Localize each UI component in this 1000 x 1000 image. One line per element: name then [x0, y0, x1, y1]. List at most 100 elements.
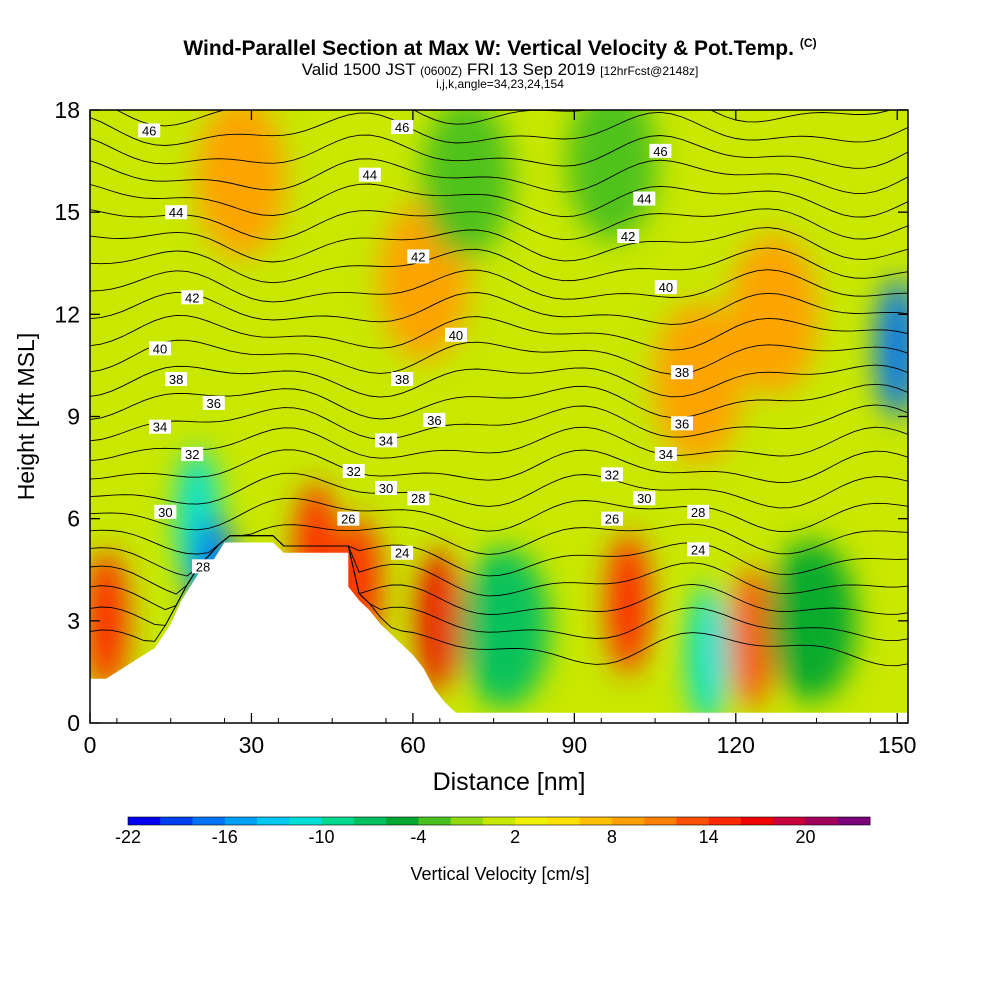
- y-tick-label: 0: [67, 710, 80, 736]
- contour-label-box: [192, 559, 215, 574]
- colorbar-label: -4: [410, 827, 426, 847]
- index-info: i,j,k,angle=34,23,24,154: [436, 77, 564, 91]
- contour-label: 42: [181, 290, 204, 305]
- contour-label-box: [358, 167, 381, 182]
- contour-label-text: 38: [169, 372, 183, 387]
- contour-label-text: 26: [341, 512, 355, 527]
- contour-label: 44: [165, 205, 188, 220]
- x-tick-label: 60: [400, 732, 426, 758]
- contour-label: 28: [407, 491, 430, 506]
- y-tick-label: 12: [54, 301, 80, 327]
- contour-label-text: 28: [411, 491, 425, 506]
- contour-label: 28: [192, 559, 215, 574]
- colorbar-swatch: [321, 817, 355, 825]
- colorbar-label: -10: [309, 827, 335, 847]
- velocity-cell: [459, 547, 550, 708]
- y-tick-label: 9: [67, 404, 80, 430]
- colorbar-swatch: [676, 817, 710, 825]
- contour-label-box: [181, 290, 204, 305]
- contour-label-box: [444, 327, 467, 342]
- contour-label-text: 32: [346, 464, 360, 479]
- theta-contour: [90, 364, 908, 398]
- valid-time: Valid 1500 JST: [301, 60, 416, 79]
- colorbar-swatch: [515, 817, 548, 825]
- velocity-cell: [417, 550, 462, 691]
- contour-label-box: [342, 463, 365, 478]
- colorbar-swatch: [805, 817, 839, 825]
- theta-contours: [90, 110, 908, 667]
- contour-label-text: 42: [621, 229, 635, 244]
- contour-label-box: [407, 249, 430, 264]
- contour-label: 40: [654, 280, 677, 295]
- contour-label-box: [654, 280, 677, 295]
- contour-label: 36: [202, 395, 225, 411]
- colorbar-label: 2: [510, 827, 520, 847]
- contour-label-box: [633, 491, 656, 506]
- y-tick-label: 6: [67, 506, 80, 532]
- colorbar-swatch: [611, 817, 645, 825]
- theta-contour: [90, 208, 908, 241]
- x-tick-label: 150: [878, 732, 916, 758]
- contour-label-box: [423, 412, 446, 427]
- contour-label: 38: [165, 372, 188, 387]
- contour-label: 34: [374, 433, 397, 448]
- colorbar-label: 20: [795, 827, 815, 847]
- contour-label: 30: [374, 481, 397, 496]
- theta-contour: [90, 339, 908, 375]
- velocity-cell: [875, 278, 908, 419]
- contour-label-box: [154, 504, 177, 519]
- contour-label-text: 34: [153, 420, 167, 435]
- colorbar-swatch: [257, 817, 290, 825]
- colorbar-label: -16: [212, 827, 238, 847]
- contour-label-text: 44: [169, 205, 183, 220]
- theta-contour: [90, 472, 908, 509]
- colorbar-swatch: [644, 817, 677, 825]
- theta-contour: [90, 227, 908, 263]
- contour-label-box: [374, 433, 397, 448]
- valid-date: FRI 13 Sep 2019: [466, 60, 596, 79]
- theta-contour: [90, 426, 908, 462]
- contour-label-text: 36: [207, 396, 221, 411]
- contour-label: 26: [337, 511, 360, 527]
- colorbar: -22 -16 -10 -4 2 8 14 20: [115, 816, 871, 847]
- contour-label-text: 30: [158, 505, 172, 520]
- contour-label-text: 46: [142, 123, 156, 138]
- contour-label-box: [670, 416, 693, 431]
- contour-label: 34: [654, 446, 677, 462]
- contour-label-box: [148, 419, 171, 434]
- contour-label-text: 28: [196, 559, 210, 574]
- contour-label-box: [687, 542, 710, 557]
- contour-label-box: [165, 372, 188, 387]
- contour-label: 24: [391, 545, 414, 561]
- contour-label-box: [670, 365, 693, 380]
- contour-label-text: 40: [449, 328, 463, 343]
- velocity-cell: [606, 533, 651, 674]
- theta-contour: [90, 497, 908, 533]
- colorbar-swatch: [773, 817, 806, 825]
- colorbar-swatch: [224, 817, 258, 825]
- contour-labels: 46 46 46 44 44 44 42 42 42 40 40 40 38 38 38 36 36 36 34 34…: [138, 120, 710, 574]
- velocity-cell: [728, 234, 819, 395]
- contour-label: 24: [687, 542, 710, 557]
- colorbar-label: 8: [607, 827, 617, 847]
- contour-label-text: 40: [153, 341, 167, 356]
- contour-label-box: [407, 491, 430, 506]
- title-tag: (C): [799, 36, 817, 50]
- colorbar-swatch: [192, 817, 226, 825]
- contour-label-box: [633, 191, 656, 206]
- contour-label-text: 36: [675, 416, 689, 431]
- y-axis-label: Height [Kft MSL]: [13, 333, 39, 500]
- contour-label-text: 44: [637, 192, 651, 207]
- contour-label: 30: [633, 491, 656, 506]
- colorbar-frame: [127, 816, 871, 826]
- colorbar-swatch: [450, 817, 484, 825]
- contour-label: 30: [154, 504, 177, 520]
- contour-label-box: [138, 123, 161, 138]
- terrain-mask: [90, 542, 908, 723]
- theta-contour: [115, 110, 892, 127]
- theta-contour: [90, 523, 908, 555]
- contour-label: 36: [670, 416, 693, 431]
- contour-label-text: 34: [379, 433, 393, 448]
